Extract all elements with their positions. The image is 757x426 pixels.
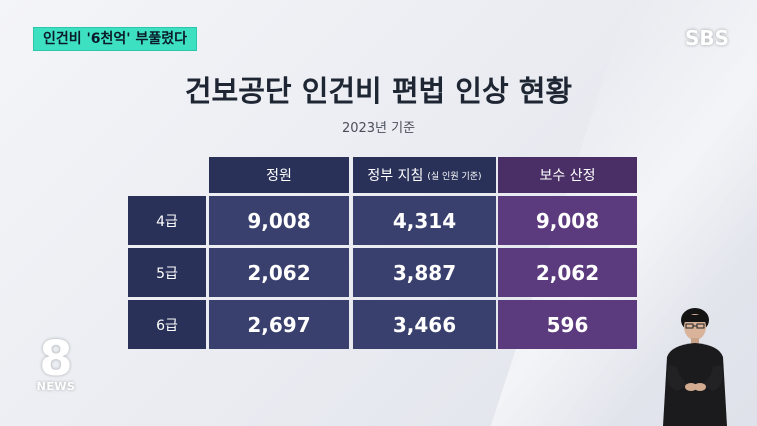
row-label-grade-5: 5급 — [128, 248, 206, 297]
table-cell: 2,062 — [209, 248, 349, 297]
sbs-logo: SBS — [684, 26, 729, 50]
column-header-government-guideline: 정부 지침 (실 인원 기준) — [353, 157, 496, 193]
column-header-label: 보수 산정 — [539, 168, 596, 184]
graphic-title: 건보공단 인건비 편법 인상 현황 — [184, 74, 573, 108]
graphic-subtitle: 2023년 기준 — [341, 121, 416, 136]
table-cell: 4,314 — [353, 196, 496, 245]
news-logo-number: 8 — [39, 331, 73, 387]
headline-banner: 인건비 '6천억' 부풀렸다 — [33, 27, 197, 51]
column-header-note: (실 인원 기준) — [427, 171, 482, 182]
column-header-label: 정부 지침 — [367, 168, 424, 184]
table-cell: 3,887 — [353, 248, 496, 297]
row-label-grade-4: 4급 — [128, 196, 206, 245]
news-logo-label: NEWS — [36, 380, 76, 393]
8-news-logo: 8 NEWS — [36, 331, 76, 393]
row-label-grade-6: 6급 — [128, 300, 206, 349]
table-cell: 596 — [498, 300, 637, 349]
column-header-pay-calculation: 보수 산정 — [498, 157, 637, 193]
table-cell: 2,697 — [209, 300, 349, 349]
column-header-quota: 정원 — [209, 157, 349, 193]
sign-language-interpreter — [663, 308, 727, 426]
table-cell: 9,008 — [498, 196, 637, 245]
column-header-label: 정원 — [266, 168, 292, 184]
table-cell: 2,062 — [498, 248, 637, 297]
table-cell: 3,466 — [353, 300, 496, 349]
table-cell: 9,008 — [209, 196, 349, 245]
